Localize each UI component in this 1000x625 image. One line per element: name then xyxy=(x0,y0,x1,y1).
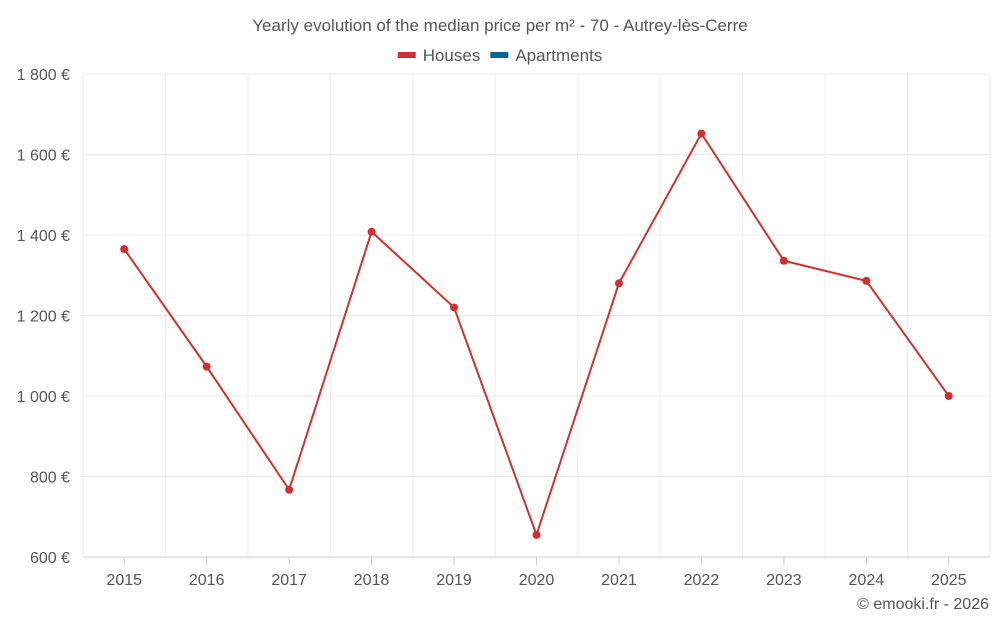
y-tick-label: 1 800 € xyxy=(17,67,70,84)
data-point xyxy=(614,279,623,288)
data-point xyxy=(862,276,871,285)
series-layer xyxy=(120,129,953,539)
data-point xyxy=(285,485,294,494)
legend-label: Apartments xyxy=(515,46,602,65)
y-tick-label: 1 600 € xyxy=(17,148,70,165)
chart-title: Yearly evolution of the median price per… xyxy=(252,16,747,35)
x-tick-label: 2015 xyxy=(106,572,142,589)
x-tick-label: 2019 xyxy=(436,572,472,589)
x-tick-label: 2016 xyxy=(189,572,225,589)
legend: Houses Apartments xyxy=(397,46,602,65)
x-tick-label: 2025 xyxy=(931,572,967,589)
credit-text: © emooki.fr - 2026 xyxy=(857,596,989,613)
x-tick-label: 2023 xyxy=(766,572,802,589)
legend-swatch xyxy=(490,52,509,58)
data-point xyxy=(202,362,211,371)
y-tick-labels: 600 € 800 € 1 000 € 1 200 € 1 400 € 1 600 € 1 … xyxy=(17,67,70,567)
data-point xyxy=(450,303,459,312)
data-point xyxy=(120,245,129,254)
legend-swatch xyxy=(397,52,416,58)
legend-label: Houses xyxy=(423,46,481,65)
y-tick-label: 800 € xyxy=(30,470,70,487)
y-tick-label: 600 € xyxy=(30,550,70,567)
axes xyxy=(83,556,990,565)
x-tick-label: 2018 xyxy=(354,572,390,589)
data-point xyxy=(779,256,788,265)
x-tick-label: 2020 xyxy=(519,572,555,589)
x-tick-label: 2022 xyxy=(684,572,720,589)
data-point xyxy=(532,530,541,539)
x-tick-labels: 2015 2016 2017 2018 2019 2020 2021 2022 2023 2024… xyxy=(106,572,966,589)
y-tick-label: 1 200 € xyxy=(17,309,70,326)
y-tick-label: 1 000 € xyxy=(17,389,70,406)
y-tick-label: 1 400 € xyxy=(17,228,70,245)
x-tick-label: 2024 xyxy=(849,572,885,589)
x-tick-label: 2017 xyxy=(271,572,307,589)
data-point xyxy=(367,227,376,236)
y-grid xyxy=(83,73,990,558)
data-point xyxy=(697,129,706,138)
x-tick-label: 2021 xyxy=(601,572,637,589)
data-point xyxy=(944,392,953,400)
